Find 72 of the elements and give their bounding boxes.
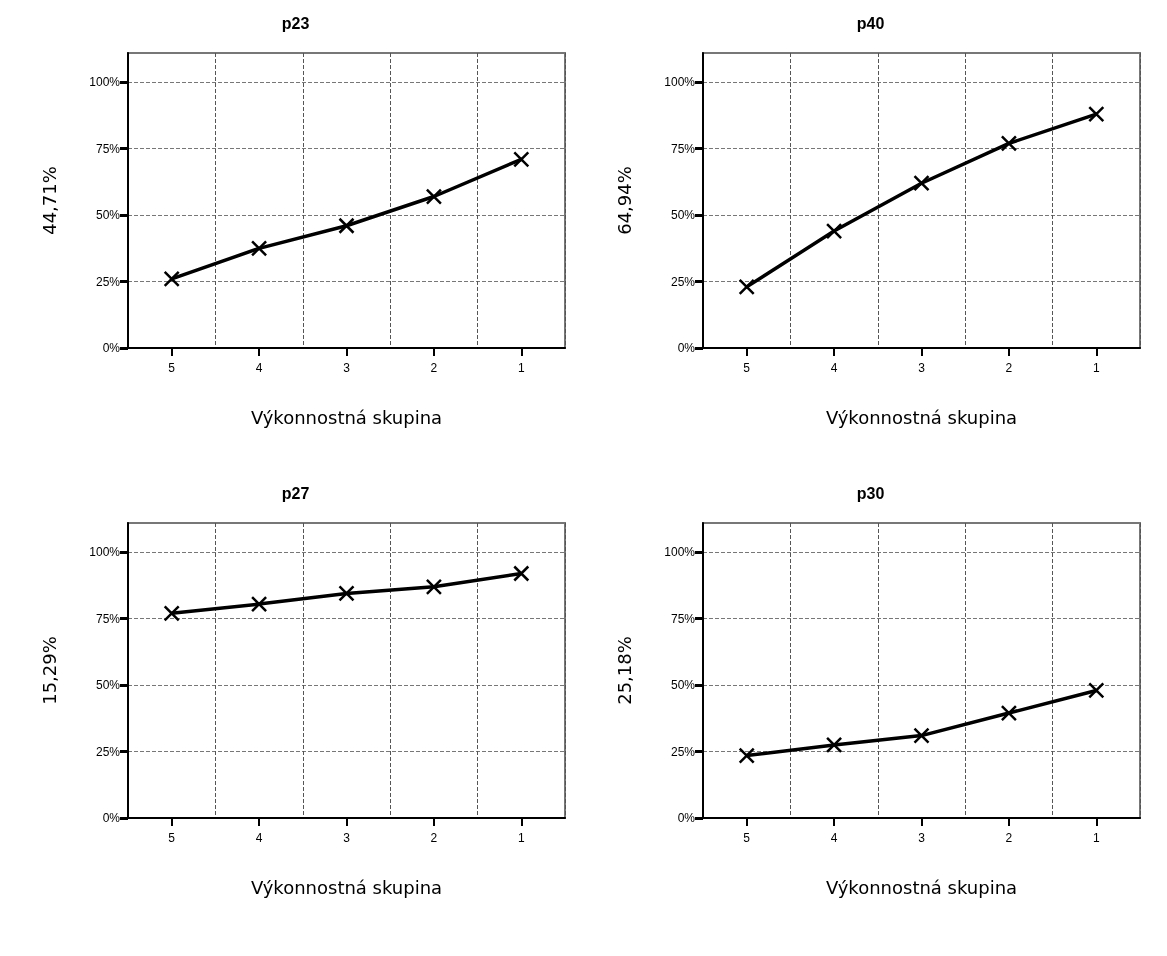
y-tick-label: 25%	[95, 744, 121, 759]
y-tick-label: 50%	[670, 208, 696, 223]
y-tick-label: 75%	[670, 611, 696, 626]
x-tick-label: 5	[168, 361, 176, 375]
point	[338, 585, 355, 602]
x-axis-title: Výkonnostná skupina	[250, 876, 443, 898]
point	[250, 240, 268, 257]
x-tick-label: 5	[168, 831, 176, 845]
x-tick-label: 3	[918, 361, 926, 375]
y-tick-label: 75%	[95, 141, 121, 156]
y-tick-label: 0%	[102, 811, 121, 825]
x-tick-label: 2	[430, 361, 438, 375]
point	[163, 270, 180, 288]
y-tick-label: 0%	[677, 341, 696, 355]
point	[913, 174, 930, 192]
y-axis-title: 25,18%	[613, 636, 635, 705]
point	[163, 605, 180, 622]
point	[338, 217, 355, 234]
y-tick-label: 100%	[664, 545, 696, 560]
x-tick-label: 4	[255, 831, 263, 845]
point	[513, 151, 530, 168]
x-tick-label: 1	[1092, 831, 1100, 845]
point	[738, 278, 755, 296]
chart-title: p23	[281, 14, 310, 32]
x-tick-label: 1	[517, 831, 525, 845]
y-tick-label: 75%	[95, 611, 121, 626]
point	[425, 188, 443, 205]
point	[425, 578, 443, 596]
point	[250, 595, 268, 613]
y-tick-label: 100%	[89, 75, 121, 90]
point	[1000, 704, 1018, 722]
point	[738, 747, 755, 764]
point	[1000, 135, 1018, 152]
y-tick-label: 50%	[95, 678, 121, 693]
chart-title: p40	[856, 14, 885, 32]
y-tick-label: 0%	[677, 811, 696, 825]
x-axis-title: Výkonnostná skupina	[250, 406, 443, 428]
x-tick-label: 1	[517, 361, 525, 375]
y-tick-label: 25%	[95, 274, 121, 289]
point	[1088, 682, 1105, 699]
x-tick-label: 4	[255, 361, 263, 375]
y-tick-label: 25%	[670, 274, 696, 289]
y-axis-title: 64,94%	[613, 166, 635, 235]
x-tick-label: 2	[430, 831, 438, 845]
x-tick-label: 2	[1005, 831, 1013, 845]
y-tick-label: 75%	[670, 141, 696, 156]
x-tick-label: 1	[1092, 361, 1100, 375]
y-tick-label: 25%	[670, 744, 696, 759]
x-tick-label: 4	[830, 831, 838, 845]
chart-title: p30	[856, 484, 885, 502]
point	[513, 565, 530, 582]
point	[913, 727, 930, 744]
y-tick-label: 100%	[664, 75, 696, 90]
x-axis-title: Výkonnostná skupina	[825, 406, 1018, 428]
chart-title: p27	[281, 484, 310, 502]
point	[825, 222, 843, 240]
y-tick-label: 50%	[670, 678, 696, 693]
y-tick-label: 0%	[102, 341, 121, 355]
x-tick-label: 3	[343, 831, 351, 845]
x-tick-label: 5	[743, 831, 751, 845]
point	[1088, 105, 1105, 123]
x-axis-title: Výkonnostná skupina	[825, 876, 1018, 898]
x-tick-label: 4	[830, 361, 838, 375]
y-tick-label: 100%	[89, 545, 121, 560]
x-tick-label: 3	[918, 831, 926, 845]
y-axis-title: 44,71%	[38, 166, 60, 235]
point	[825, 736, 843, 754]
y-tick-label: 50%	[95, 208, 121, 223]
x-tick-label: 5	[743, 361, 751, 375]
y-axis-title: 15,29%	[38, 636, 60, 705]
x-tick-label: 2	[1005, 361, 1013, 375]
x-tick-label: 3	[343, 361, 351, 375]
